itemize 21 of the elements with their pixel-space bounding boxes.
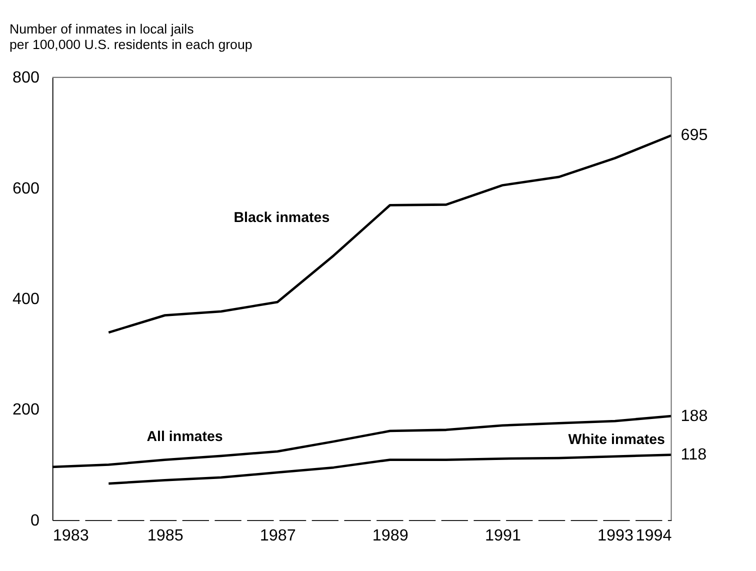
series-label: Black inmates xyxy=(234,210,330,226)
line-series xyxy=(107,454,672,485)
y-tick-label: 200 xyxy=(12,400,40,419)
x-tick-label: 1985 xyxy=(147,526,184,545)
x-tick-label: 1993 xyxy=(597,526,634,545)
data-label: 695 xyxy=(680,126,708,144)
y-tick-label: 400 xyxy=(12,290,40,308)
data-label: 118 xyxy=(680,446,707,464)
line-series xyxy=(107,134,672,334)
y-axis-title: Number of inmates in local jails per 100,000 U.S. residents in each group xyxy=(10,22,252,52)
x-tick-label: 1991 xyxy=(484,526,521,545)
data-label: 188 xyxy=(680,406,708,425)
series-label: White inmates xyxy=(568,432,666,448)
x-tick-label: 1989 xyxy=(372,526,408,545)
y-tick-label: 0 xyxy=(30,511,40,530)
x-tick-label: 1987 xyxy=(260,526,296,545)
x-tick-label: 1983 xyxy=(52,526,89,545)
y-tick-label: 800 xyxy=(12,68,40,87)
series-label: All inmates xyxy=(146,428,223,445)
y-tick-label: 600 xyxy=(12,179,40,198)
x-tick-label: 1994 xyxy=(636,526,672,545)
